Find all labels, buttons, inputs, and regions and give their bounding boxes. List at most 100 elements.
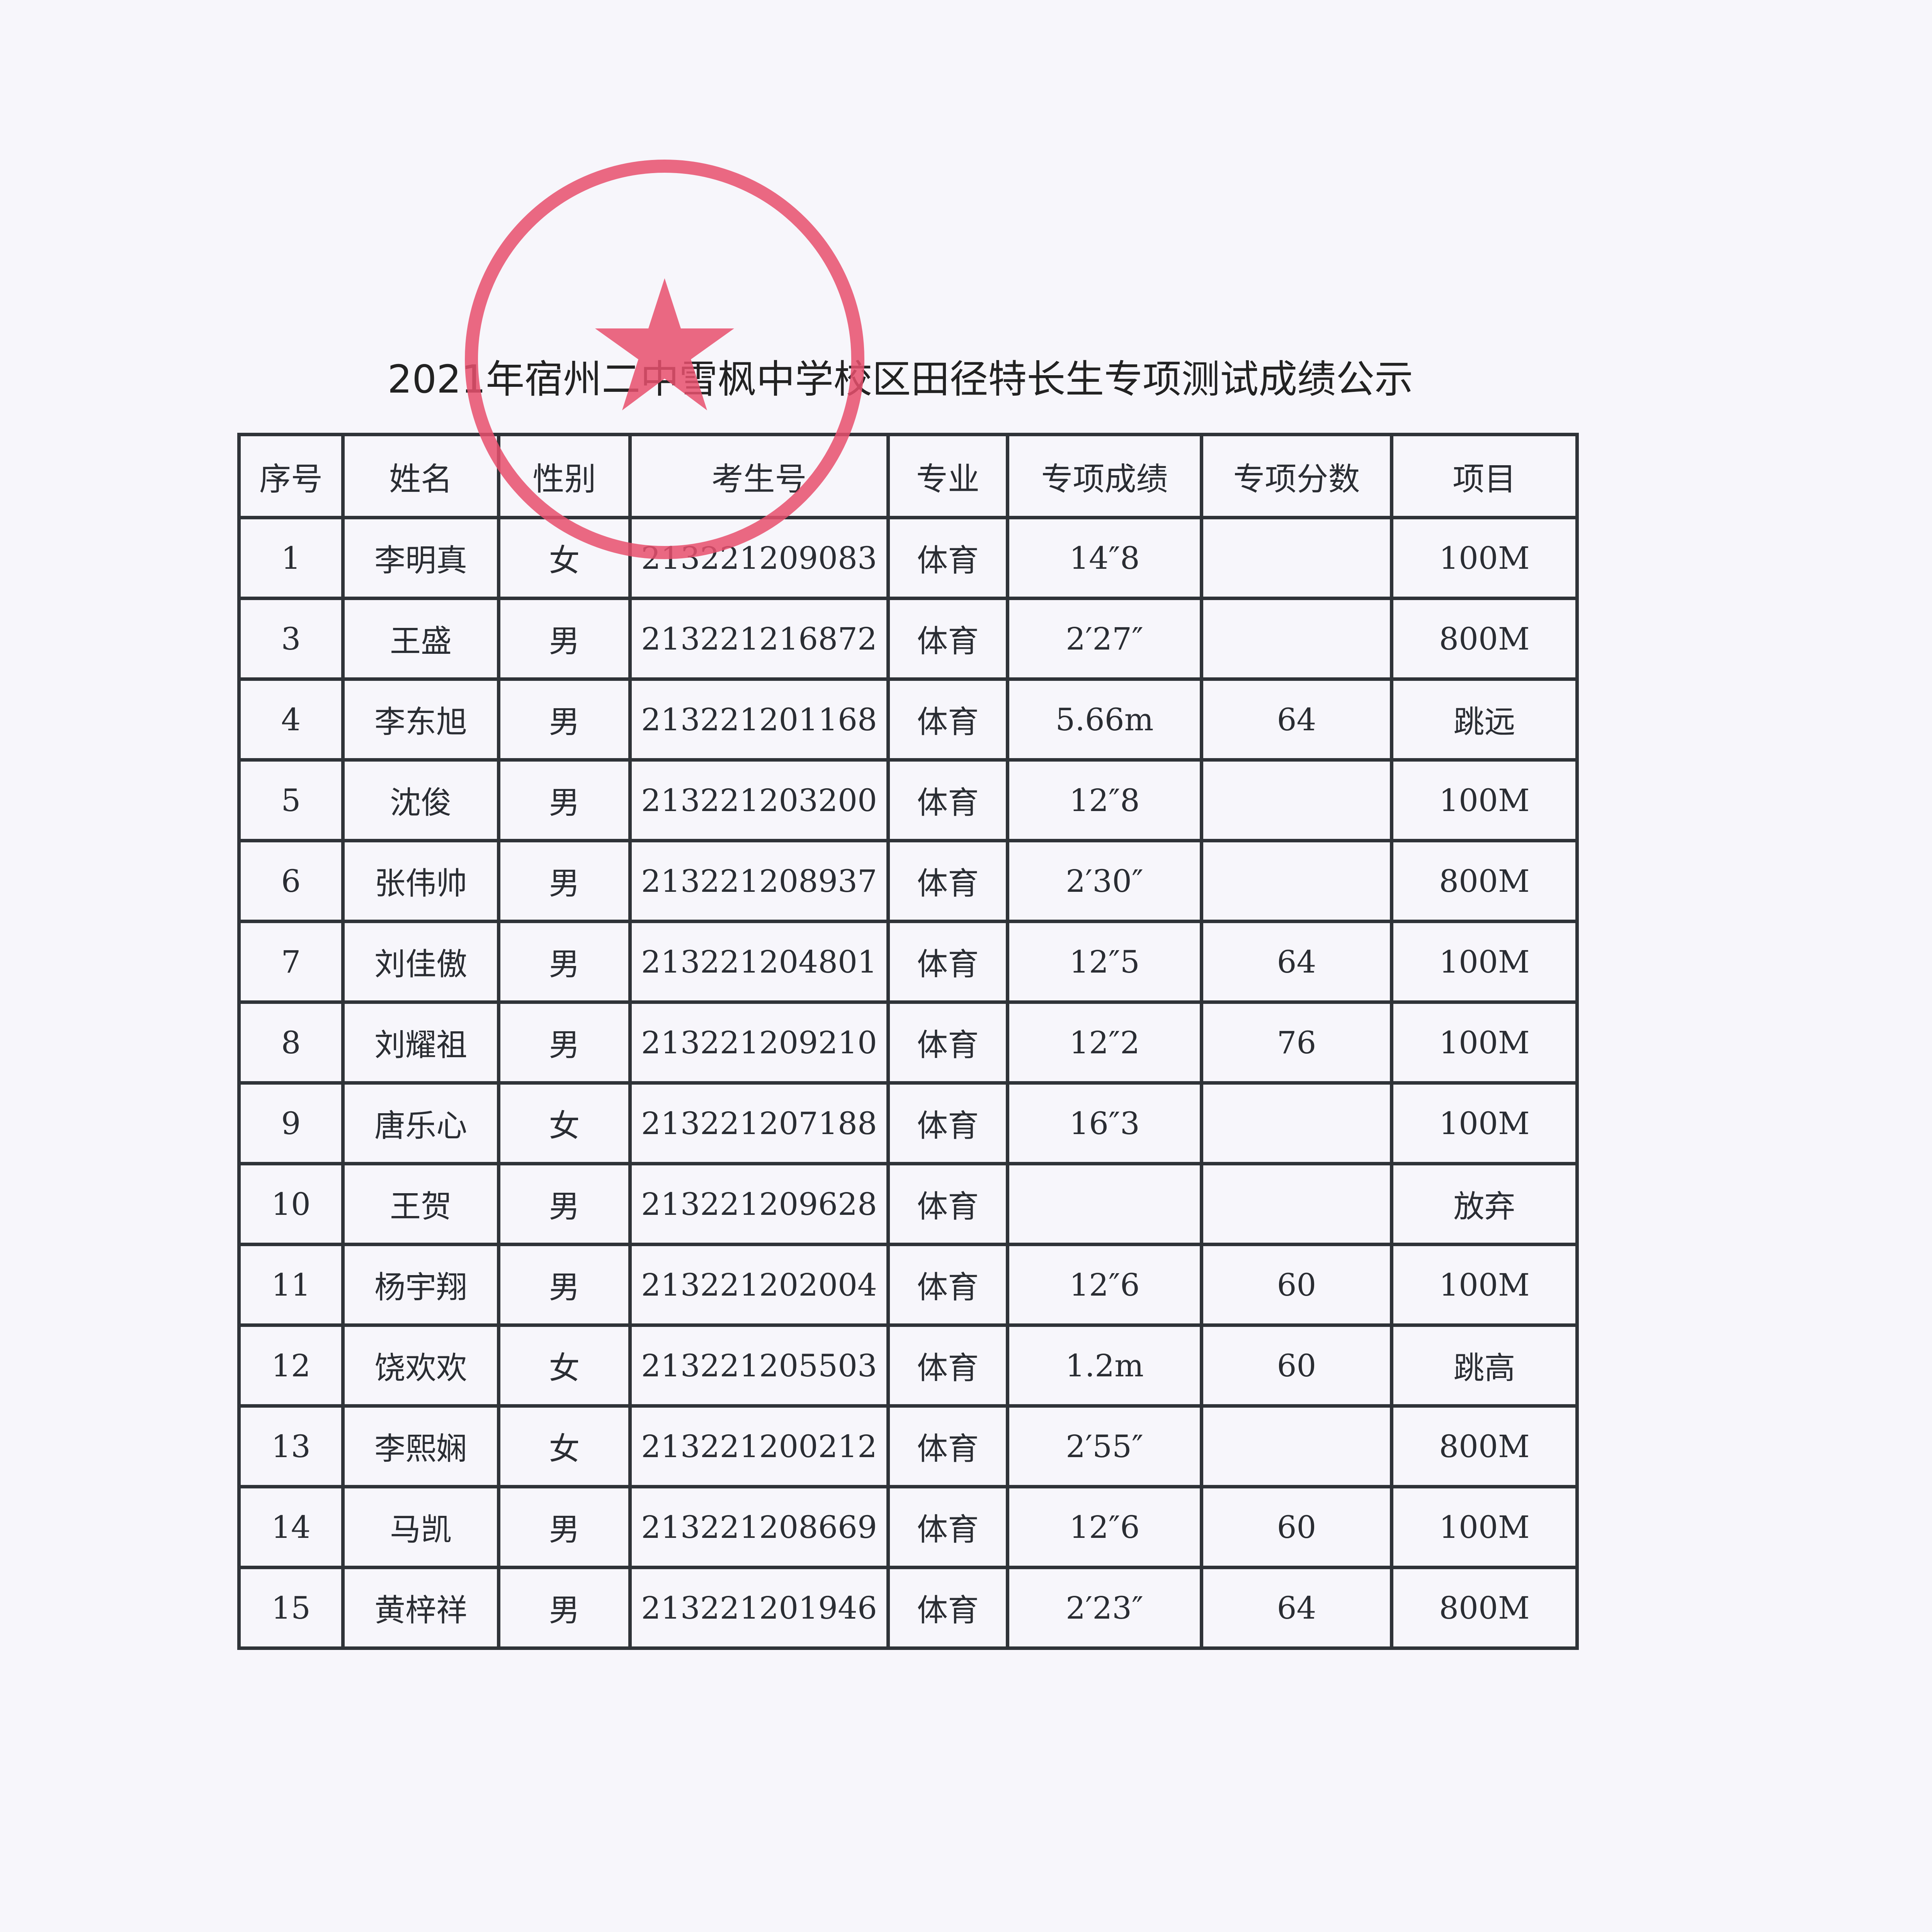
cell-gender: 男 <box>497 597 632 681</box>
cell-score: 12″6 <box>1006 1485 1203 1569</box>
table-row: 14 马凯男 213221208669 体育 12″6 60 100M <box>237 1485 1579 1569</box>
cell-seq: 13 <box>237 1404 345 1488</box>
cell-score: 1.2m <box>1006 1323 1203 1408</box>
cell-score: 2′27″ <box>1006 597 1203 681</box>
cell-event: 放弃 <box>1390 1162 1579 1246</box>
cell-seq: 8 <box>237 1000 345 1085</box>
cell-name: 唐乐心 <box>341 1081 500 1165</box>
cell-score: 12″2 <box>1006 1000 1203 1085</box>
document-page: 2021年宿州二中雪枫中学校区田径特长生专项测试成绩公示 序号 姓名 性别 考生号 专业… <box>237 160 1579 1650</box>
cell-name: 李东旭 <box>341 677 500 762</box>
cell-exam-number: 213221200212 <box>628 1404 890 1488</box>
cell-exam-number: 213221209083 <box>628 516 890 600</box>
cell-points: 64 <box>1200 1566 1393 1650</box>
cell-name: 饶欢欢 <box>341 1323 500 1408</box>
cell-exam-number: 213221201168 <box>628 677 890 762</box>
cell-seq: 14 <box>237 1485 345 1569</box>
cell-major: 体育 <box>886 1081 1009 1165</box>
cell-score: 14″8 <box>1006 516 1203 600</box>
table-row: 6 张伟帅男 213221208937 体育 2′30″ 800M <box>237 839 1579 923</box>
table-row: 4 李东旭男 213221201168 体育 5.66m 64 跳远 <box>237 677 1579 762</box>
table-row: 10 王贺男 213221209628 体育 放弃 <box>237 1162 1579 1246</box>
cell-score: 2′30″ <box>1006 839 1203 923</box>
cell-score: 12″8 <box>1006 758 1203 842</box>
cell-seq: 1 <box>237 516 345 600</box>
cell-gender: 男 <box>497 1485 632 1569</box>
cell-major: 体育 <box>886 1485 1009 1569</box>
cell-gender: 女 <box>497 1404 632 1488</box>
table-row: 1 李明真女 213221209083 体育 14″8 100M <box>237 516 1579 600</box>
cell-major: 体育 <box>886 1162 1009 1246</box>
cell-seq: 15 <box>237 1566 345 1650</box>
cell-seq: 3 <box>237 597 345 681</box>
cell-points: 76 <box>1200 1000 1393 1085</box>
cell-exam-number: 213221201946 <box>628 1566 890 1650</box>
cell-exam-number: 213221204801 <box>628 920 890 1004</box>
cell-name: 刘佳傲 <box>341 920 500 1004</box>
cell-event: 800M <box>1390 1566 1579 1650</box>
cell-name: 黄梓祥 <box>341 1566 500 1650</box>
cell-exam-number: 213221202004 <box>628 1243 890 1327</box>
cell-exam-number: 213221207188 <box>628 1081 890 1165</box>
cell-seq: 5 <box>237 758 345 842</box>
column-header: 考生号 <box>628 433 890 519</box>
cell-name: 王贺 <box>341 1162 500 1246</box>
cell-major: 体育 <box>886 1000 1009 1085</box>
cell-major: 体育 <box>886 920 1009 1004</box>
cell-exam-number: 213221208937 <box>628 839 890 923</box>
cell-seq: 10 <box>237 1162 345 1246</box>
cell-gender: 男 <box>497 1566 632 1650</box>
cell-major: 体育 <box>886 1323 1009 1408</box>
cell-seq: 6 <box>237 839 345 923</box>
cell-score: 16″3 <box>1006 1081 1203 1165</box>
cell-gender: 男 <box>497 677 632 762</box>
cell-exam-number: 213221205503 <box>628 1323 890 1408</box>
cell-score: 2′55″ <box>1006 1404 1203 1488</box>
cell-event: 800M <box>1390 597 1579 681</box>
table-row: 15 黄梓祥男 213221201946 体育 2′23″ 64 800M <box>237 1566 1579 1650</box>
column-header: 姓名 <box>341 433 500 519</box>
cell-gender: 男 <box>497 1243 632 1327</box>
cell-points: 60 <box>1200 1485 1393 1569</box>
cell-gender: 男 <box>497 1162 632 1246</box>
table-row: 8 刘耀祖男 213221209210 体育 12″2 76 100M <box>237 1000 1579 1085</box>
cell-points <box>1200 758 1393 842</box>
cell-event: 100M <box>1390 516 1579 600</box>
cell-points: 60 <box>1200 1323 1393 1408</box>
cell-exam-number: 213221209628 <box>628 1162 890 1246</box>
cell-score: 12″5 <box>1006 920 1203 1004</box>
table-row: 7 刘佳傲男 213221204801 体育 12″5 64 100M <box>237 920 1579 1004</box>
cell-major: 体育 <box>886 1566 1009 1650</box>
cell-gender: 女 <box>497 1323 632 1408</box>
table-row: 12 饶欢欢女 213221205503 体育 1.2m 60 跳高 <box>237 1323 1579 1408</box>
cell-seq: 4 <box>237 677 345 762</box>
cell-event: 100M <box>1390 920 1579 1004</box>
column-header: 性别 <box>497 433 632 519</box>
cell-exam-number: 213221208669 <box>628 1485 890 1569</box>
cell-name: 李明真 <box>341 516 500 600</box>
cell-points <box>1200 516 1393 600</box>
cell-points <box>1200 839 1393 923</box>
cell-major: 体育 <box>886 758 1009 842</box>
cell-points: 64 <box>1200 677 1393 762</box>
cell-score <box>1006 1162 1203 1246</box>
cell-exam-number: 213221216872 <box>628 597 890 681</box>
table-body: 1 李明真女 213221209083 体育 14″8 100M 3 王盛男 213221216… <box>237 516 1579 1650</box>
cell-points: 64 <box>1200 920 1393 1004</box>
table-row: 3 王盛男 213221216872 体育 2′27″ 800M <box>237 597 1579 681</box>
cell-score: 5.66m <box>1006 677 1203 762</box>
column-header: 专业 <box>886 433 1009 519</box>
cell-event: 100M <box>1390 758 1579 842</box>
table-row: 9 唐乐心女 213221207188 体育 16″3 100M <box>237 1081 1579 1165</box>
cell-major: 体育 <box>886 677 1009 762</box>
cell-seq: 9 <box>237 1081 345 1165</box>
cell-points <box>1200 1404 1393 1488</box>
cell-gender: 男 <box>497 920 632 1004</box>
table-header-row: 序号 姓名 性别 考生号 专业 专项成绩 专项分数 项目 <box>237 433 1579 519</box>
cell-major: 体育 <box>886 1243 1009 1327</box>
cell-points <box>1200 597 1393 681</box>
cell-event: 800M <box>1390 839 1579 923</box>
cell-points: 60 <box>1200 1243 1393 1327</box>
cell-gender: 女 <box>497 1081 632 1165</box>
cell-gender: 男 <box>497 839 632 923</box>
